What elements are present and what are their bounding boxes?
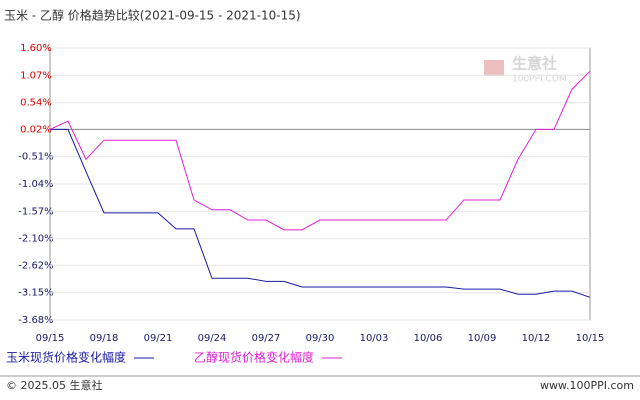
watermark: 生意社 100PPI.COM <box>484 55 567 85</box>
y-tick-label: -1.57% <box>18 206 53 217</box>
x-tick-label: 10/06 <box>414 333 443 344</box>
y-tick-label: -1.04% <box>18 179 53 190</box>
x-tick-label: 09/15 <box>36 333 65 344</box>
y-tick-label: -2.10% <box>18 234 53 245</box>
x-tick-label: 10/12 <box>522 333 551 344</box>
footer-copyright: © 2025.05 生意社 <box>6 378 102 392</box>
x-tick-label: 10/15 <box>576 333 605 344</box>
chart-title: 玉米 - 乙醇 价格趋势比较(2021-09-15 - 2021-10-15) <box>4 8 301 23</box>
x-tick-label: 10/03 <box>360 333 389 344</box>
series-line <box>49 70 591 231</box>
x-tick-label: 09/21 <box>144 333 173 344</box>
legend-label: 玉米现货价格变化幅度 <box>6 350 126 365</box>
legend-label: 乙醇现货价格变化幅度 <box>194 350 314 365</box>
series-line <box>50 128 591 298</box>
watermark-name: 生意社 <box>512 55 557 73</box>
y-tick-label: -3.15% <box>18 288 53 299</box>
x-tick-label: 09/24 <box>198 333 227 344</box>
x-tick-label: 09/27 <box>252 333 281 344</box>
watermark-site: 100PPI.COM <box>512 75 567 85</box>
y-tick-label: 1.60% <box>20 43 52 54</box>
x-tick-label: 09/30 <box>306 333 335 344</box>
y-tick-label: -3.68% <box>18 315 53 326</box>
y-tick-label: 1.07% <box>20 70 52 81</box>
x-tick-label: 09/18 <box>90 333 119 344</box>
x-tick-label: 10/09 <box>468 333 497 344</box>
footer-url: www.100PPI.com <box>540 379 634 392</box>
y-tick-label: -2.62% <box>18 260 53 271</box>
watermark-icon <box>484 60 504 76</box>
y-tick-label: -0.51% <box>18 152 53 163</box>
y-tick-label: 0.02% <box>20 124 52 135</box>
y-tick-label: 0.54% <box>20 98 52 109</box>
